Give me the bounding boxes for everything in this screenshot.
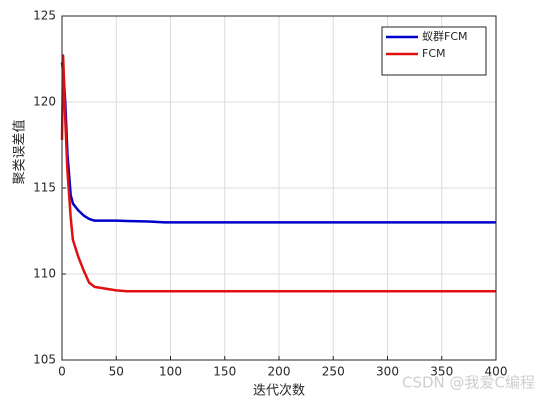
y-tick-label: 125 [33, 9, 56, 23]
x-tick-label: 100 [159, 365, 182, 379]
x-tick-label: 350 [430, 365, 453, 379]
axes-box [61, 15, 497, 361]
x-tick-label: 300 [376, 365, 399, 379]
x-tick-label: 50 [109, 365, 124, 379]
legend-label: 蚁群FCM [422, 29, 468, 43]
x-tick-label: 250 [322, 365, 345, 379]
y-tick-label: 110 [33, 267, 56, 281]
legend: 蚁群FCM FCM [381, 26, 487, 76]
y-tick-label: 105 [33, 353, 56, 367]
x-tick-label: 150 [213, 365, 236, 379]
x-tick-label: 200 [268, 365, 291, 379]
x-axis-label: 迭代次数 [253, 383, 305, 399]
legend-label: FCM [422, 47, 446, 60]
y-tick-label: 120 [33, 95, 56, 109]
legend-box [381, 26, 487, 76]
y-axis-label: 聚类误差值 [12, 119, 28, 184]
x-tick-label: 400 [485, 365, 508, 379]
y-tick-label: 115 [33, 181, 56, 195]
series-line [60, 54, 496, 293]
x-tick-label: 0 [58, 365, 66, 379]
watermark: CSDN @我爱C编程 [402, 374, 535, 392]
